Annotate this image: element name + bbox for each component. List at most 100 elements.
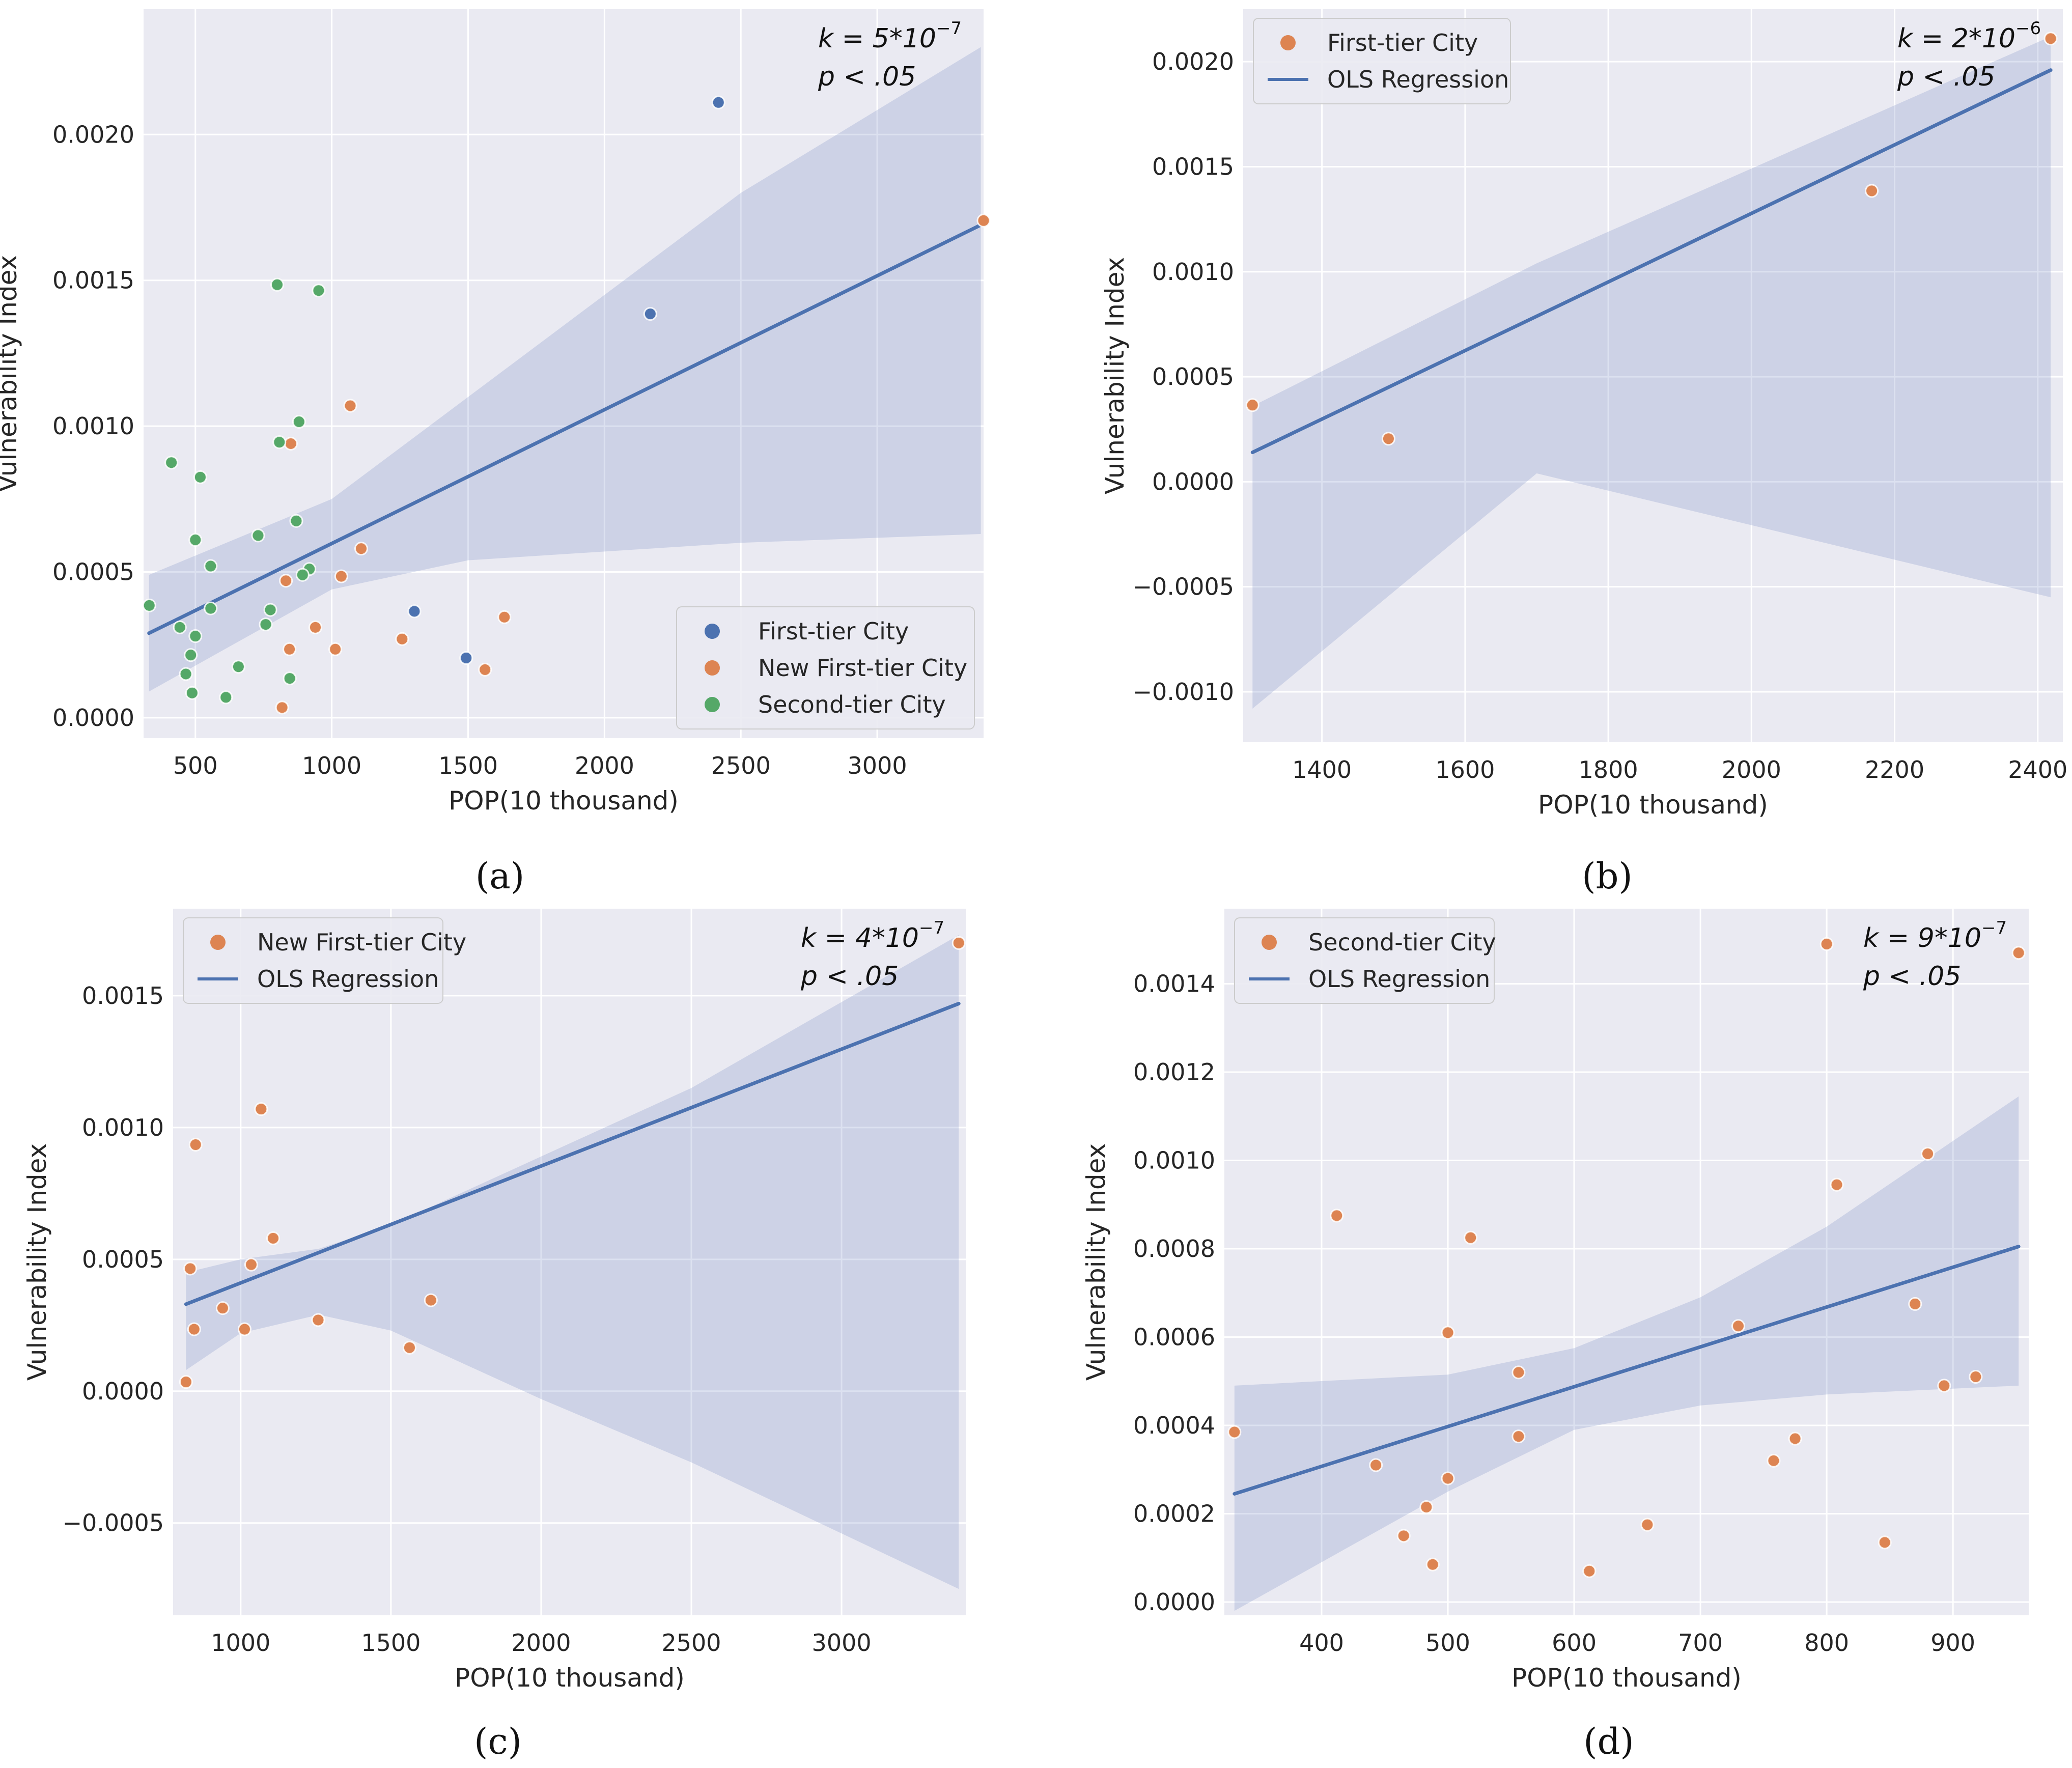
data-point bbox=[1788, 1432, 1802, 1446]
data-point bbox=[284, 436, 298, 451]
slope-annotation: k = 2*10−6 bbox=[1897, 18, 2041, 54]
confidence-band bbox=[1252, 36, 2051, 709]
data-point bbox=[951, 936, 966, 950]
data-point bbox=[343, 399, 357, 413]
data-point bbox=[187, 1322, 201, 1336]
data-point bbox=[1441, 1471, 1455, 1485]
data-point bbox=[334, 569, 348, 583]
plot-area-c bbox=[173, 909, 966, 1615]
data-point bbox=[283, 642, 297, 656]
data-point bbox=[244, 1257, 258, 1272]
data-point bbox=[173, 620, 187, 634]
panel-label: (b) bbox=[1582, 855, 1632, 897]
legend-marker bbox=[1280, 35, 1296, 50]
data-point bbox=[275, 700, 289, 715]
slope-exponent: −7 bbox=[936, 18, 962, 39]
x-tick-label: 2500 bbox=[711, 752, 771, 779]
panel-label: (a) bbox=[475, 855, 524, 897]
slope-exponent: −6 bbox=[2015, 18, 2041, 39]
p-value-annotation: p < .05 bbox=[800, 961, 899, 992]
regression-line bbox=[184, 1001, 961, 1306]
y-tick-label: 0.0004 bbox=[1133, 1412, 1215, 1439]
data-point bbox=[1937, 1379, 1951, 1393]
data-point bbox=[309, 620, 322, 634]
x-tick-label: 2500 bbox=[661, 1629, 721, 1657]
x-tick-label: 1000 bbox=[211, 1629, 270, 1657]
data-point bbox=[142, 598, 156, 612]
y-tick-label: 0.0020 bbox=[1152, 48, 1234, 75]
y-tick-label: 0.0000 bbox=[52, 704, 134, 732]
legend: Second-tier City OLS Regression bbox=[1234, 917, 1496, 1004]
p-value-annotation: p < .05 bbox=[818, 62, 916, 92]
y-tick-label: 0.0005 bbox=[52, 558, 134, 586]
x-tick-label: 1500 bbox=[361, 1629, 421, 1657]
legend-box bbox=[1253, 18, 1511, 104]
p-value-annotation: p < .05 bbox=[1863, 961, 1961, 992]
x-tick-label: 2000 bbox=[1722, 756, 1781, 783]
panel-b: 1400 1600 1800 2000 2200 2400 −0.0010 −0.0005 0.… bbox=[1100, 9, 2067, 897]
data-point bbox=[254, 1102, 268, 1116]
data-point bbox=[354, 542, 368, 556]
y-tick-label: 0.0015 bbox=[82, 982, 164, 1009]
slope-annotation: k = 4*10−7 bbox=[801, 918, 944, 953]
panel-label: (c) bbox=[474, 1721, 522, 1762]
y-tick-label: 0.0020 bbox=[52, 121, 134, 148]
series-second-tier-city bbox=[142, 277, 326, 705]
series-first-tier-city bbox=[1245, 32, 2058, 446]
slope-annotation: k = 9*10−7 bbox=[1863, 918, 2007, 953]
x-tick-label: 1000 bbox=[302, 752, 361, 779]
data-point bbox=[184, 648, 198, 662]
data-point bbox=[164, 456, 179, 470]
x-tick-label: 2000 bbox=[575, 752, 634, 779]
x-tick-label: 2000 bbox=[511, 1629, 571, 1657]
data-point bbox=[1330, 1209, 1344, 1223]
data-point bbox=[459, 651, 473, 665]
data-point bbox=[1908, 1297, 1922, 1311]
legend: New First-tier City OLS Regression bbox=[183, 917, 466, 1004]
legend-label: Second-tier City bbox=[758, 691, 946, 718]
slope-text: k = 9*10 bbox=[1863, 923, 1981, 953]
data-point bbox=[1245, 398, 1259, 412]
confidence-band bbox=[1234, 1096, 2019, 1611]
slope-exponent: −7 bbox=[1981, 918, 2007, 938]
data-point bbox=[1396, 1529, 1411, 1543]
data-point bbox=[643, 307, 657, 321]
data-point bbox=[1969, 1370, 1983, 1384]
y-tick-label: −0.0005 bbox=[1133, 573, 1235, 601]
data-point bbox=[1865, 184, 1879, 198]
x-tick-label: 3000 bbox=[812, 1629, 872, 1657]
data-point bbox=[215, 1301, 230, 1315]
data-point bbox=[1582, 1564, 1597, 1578]
data-point bbox=[2043, 32, 2058, 46]
y-tick-label: 0.0002 bbox=[1133, 1500, 1215, 1527]
panel-a: 500 1000 1500 2000 2500 3000 0.0000 0.0005 0.001… bbox=[0, 9, 991, 897]
x-tick-label: 800 bbox=[1804, 1629, 1849, 1657]
data-point bbox=[1731, 1319, 1746, 1333]
data-point bbox=[237, 1322, 251, 1336]
slope-text: k = 5*10 bbox=[818, 23, 936, 54]
x-tick-label: 900 bbox=[1930, 1629, 1975, 1657]
data-point bbox=[266, 1231, 281, 1245]
data-point bbox=[1640, 1518, 1655, 1532]
data-point bbox=[272, 435, 287, 450]
regression-line bbox=[147, 223, 983, 635]
legend-box bbox=[676, 606, 975, 729]
y-tick-label: 0.0015 bbox=[52, 267, 134, 294]
data-point bbox=[312, 284, 326, 298]
data-point bbox=[976, 213, 991, 228]
legend-label: New First-tier City bbox=[257, 929, 466, 956]
series-new-first-tier-city bbox=[179, 936, 966, 1389]
data-point bbox=[1441, 1326, 1455, 1340]
data-point bbox=[295, 568, 310, 582]
regression-line bbox=[1233, 1245, 2021, 1496]
data-point bbox=[270, 277, 284, 292]
data-point bbox=[1369, 1458, 1383, 1472]
data-point bbox=[188, 532, 203, 547]
legend-marker bbox=[210, 935, 226, 950]
y-axis-label: Vulnerability Index bbox=[1100, 257, 1130, 494]
plot-area-d bbox=[1224, 909, 2029, 1615]
data-point bbox=[478, 662, 492, 677]
data-point bbox=[497, 610, 512, 624]
x-tick-label: 1400 bbox=[1292, 756, 1352, 783]
legend-label: New First-tier City bbox=[758, 654, 967, 682]
